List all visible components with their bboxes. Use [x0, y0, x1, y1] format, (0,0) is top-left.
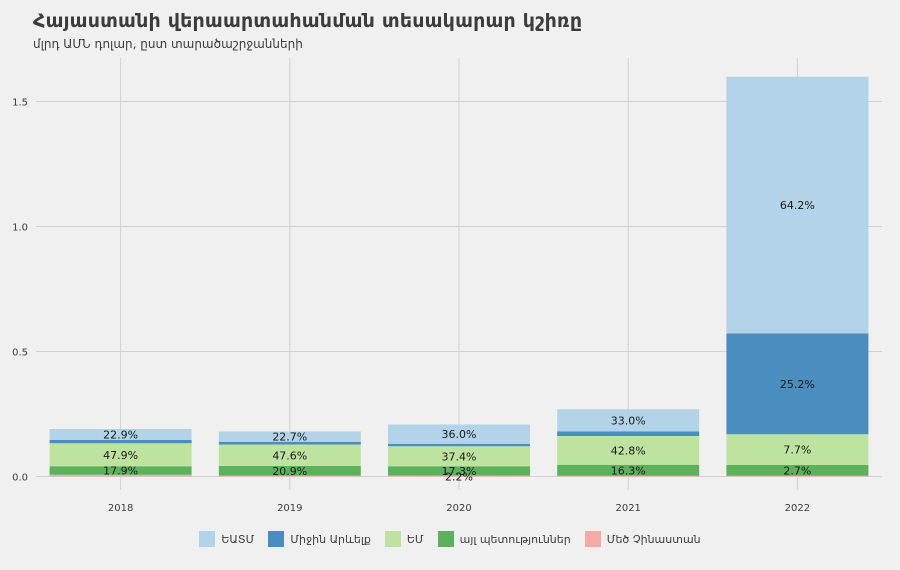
bar-segment	[218, 431, 361, 442]
x-tick-label: 2018	[108, 503, 133, 514]
bar-segment	[557, 431, 700, 436]
legend-item: ԵԱՏՄ	[199, 531, 254, 547]
x-tick-label: 2021	[615, 503, 640, 514]
data-label: 33.0%	[611, 414, 646, 427]
data-label: 17.9%	[103, 465, 138, 478]
y-tick-label: 0.0	[12, 473, 28, 484]
legend-label: ԵՄ	[406, 532, 424, 546]
bar-segment	[49, 443, 192, 467]
chart-subtitle: մլրդ ԱՄՆ դոլար, ըստ տարածաշրջանների	[33, 37, 303, 51]
bar-segment	[726, 76, 869, 334]
legend-swatch	[584, 531, 601, 547]
data-label: 20.9%	[272, 465, 307, 478]
data-label: 42.8%	[611, 444, 646, 457]
legend-item: Մեծ Չինաստան	[584, 531, 701, 547]
x-tick-label: 2019	[277, 503, 302, 514]
data-label: 22.9%	[103, 429, 138, 442]
data-label: 7.7%	[783, 444, 811, 457]
axis-ticks: 0.0 0.5 1.0 1.5 2018 2019 2020 2021 2022	[12, 98, 810, 515]
bar-segment	[49, 466, 192, 475]
legend-swatch	[384, 531, 401, 547]
legend-swatch	[199, 531, 216, 547]
bar-segment	[218, 475, 361, 477]
legend-item: այլ պետություններ	[437, 531, 571, 547]
bar-segment	[218, 466, 361, 476]
data-label: 37.4%	[442, 450, 477, 463]
legend-swatch	[437, 531, 454, 547]
bars	[49, 76, 869, 477]
bar-segment	[726, 465, 869, 476]
data-labels: 22.9% 47.9% 17.9% 22.7% 47.6% 20.9% 36.0% 37.4%…	[103, 199, 815, 483]
bar-segment	[388, 475, 530, 477]
data-label: 36.0%	[442, 428, 477, 441]
bar-segment	[218, 441, 361, 445]
bar-segment	[218, 444, 361, 466]
data-label: 2.2%	[445, 471, 473, 484]
bar-segment	[557, 436, 700, 465]
bar-segment	[557, 409, 700, 432]
data-label: 17.3%	[442, 465, 477, 478]
x-tick-label: 2020	[446, 503, 471, 514]
data-label: 47.6%	[272, 449, 307, 462]
data-label: 47.9%	[103, 449, 138, 462]
legend-label: Մեծ Չինաստան	[606, 532, 701, 546]
bar-segment	[557, 475, 700, 477]
legend: ԵԱՏՄ Միջին Արևելք ԵՄ այլ պետություններ Մ…	[0, 531, 900, 547]
bar-segment	[49, 440, 192, 444]
legend-item: ԵՄ	[384, 531, 424, 547]
bar-segment	[49, 429, 192, 440]
data-label: 16.3%	[611, 464, 646, 477]
bar-segment	[726, 434, 869, 465]
data-label: 2.7%	[783, 464, 811, 477]
y-tick-label: 1.0	[12, 223, 28, 234]
bar-segment	[388, 446, 530, 467]
bar-segment	[726, 333, 869, 435]
chart-title: Հայաստանի վերաարտահանման տեսակարար կշիռը	[33, 10, 583, 32]
data-label: 22.7%	[272, 431, 307, 444]
legend-swatch	[268, 531, 285, 547]
bar-segment	[49, 474, 192, 477]
bar-segment	[726, 475, 869, 477]
x-tick-label: 2022	[785, 503, 810, 514]
y-tick-label: 1.5	[12, 98, 28, 109]
data-label: 64.2%	[780, 199, 815, 212]
legend-item: Միջին Արևելք	[268, 531, 371, 547]
legend-label: Միջին Արևելք	[290, 532, 371, 546]
data-label: 25.2%	[780, 378, 815, 391]
bar-segment	[557, 464, 700, 476]
bar-segment	[388, 443, 530, 447]
bar-segment	[388, 424, 530, 444]
legend-label: այլ պետություններ	[459, 532, 571, 546]
y-tick-label: 0.5	[12, 348, 28, 359]
legend-label: ԵԱՏՄ	[221, 532, 255, 546]
bar-segment	[388, 466, 530, 476]
